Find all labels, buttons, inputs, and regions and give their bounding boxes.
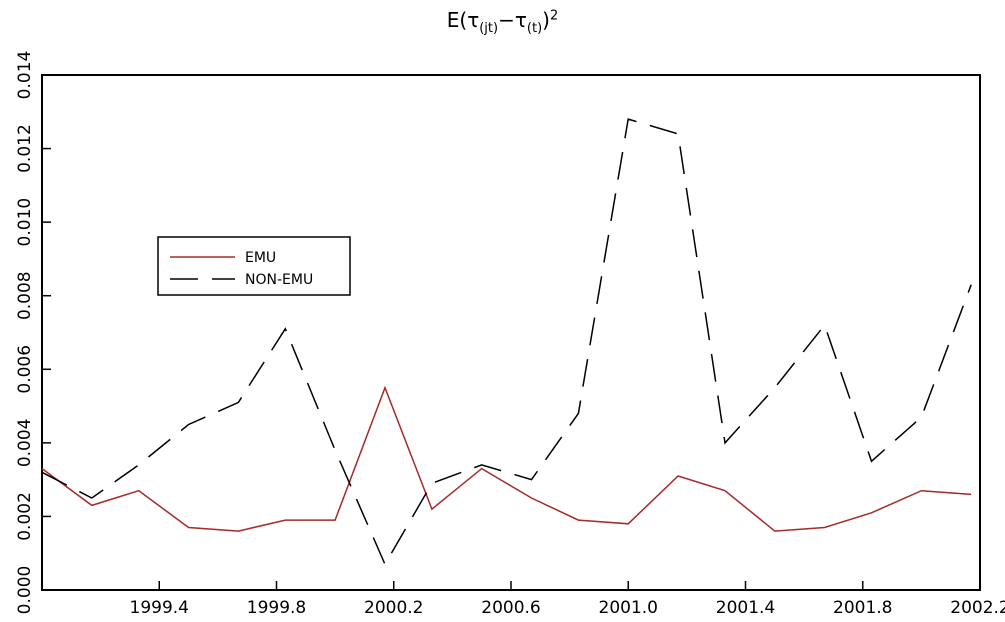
title-power: 2	[549, 8, 559, 24]
title-tau-2: τ	[514, 8, 527, 32]
legend-label-emu: EMU	[245, 250, 276, 266]
title-tau-1: τ	[467, 8, 480, 32]
series-line-emu	[41, 385, 972, 532]
x-tick-label: 2001.8	[833, 598, 892, 618]
x-tick-label: 2002.2	[950, 598, 1005, 618]
chart-title: E(τ(jt)−τ(t))2	[0, 8, 1005, 36]
title-sub-t: (t)	[526, 21, 543, 36]
title-minus: −	[498, 8, 515, 32]
x-tick-label: 2000.2	[364, 598, 423, 618]
x-axis: 1999.4 1999.8 2000.2 2000.6 2001.0 2001.4 2001…	[130, 581, 1005, 618]
y-tick-label: 0.006	[15, 345, 35, 394]
title-suffix: )	[542, 8, 550, 32]
title-prefix: E(	[446, 8, 468, 32]
y-tick-label: 0.014	[15, 51, 35, 100]
x-tick-label: 1999.8	[247, 598, 306, 618]
plot-frame	[41, 74, 981, 591]
legend: EMU NON-EMU	[157, 236, 351, 296]
y-tick-label: 0.012	[15, 124, 35, 173]
x-tick-label: 2001.0	[599, 598, 658, 618]
y-axis: 0.000 0.002 0.004 0.006 0.008 0.010 0.012 0.014	[15, 51, 51, 615]
legend-label-non-emu: NON-EMU	[245, 272, 313, 288]
series-layer	[41, 118, 972, 566]
series-line-non-emu	[41, 118, 972, 566]
y-tick-label: 0.004	[15, 419, 35, 468]
y-tick-label: 0.002	[15, 492, 35, 541]
y-tick-label: 0.000	[15, 566, 35, 615]
legend-box	[157, 236, 351, 296]
y-tick-label: 0.008	[15, 271, 35, 320]
x-tick-label: 2001.4	[716, 598, 775, 618]
x-tick-label: 1999.4	[130, 598, 189, 618]
y-tick-label: 0.010	[15, 198, 35, 247]
x-tick-label: 2000.6	[481, 598, 540, 618]
title-sub-jt: (jt)	[479, 21, 499, 36]
